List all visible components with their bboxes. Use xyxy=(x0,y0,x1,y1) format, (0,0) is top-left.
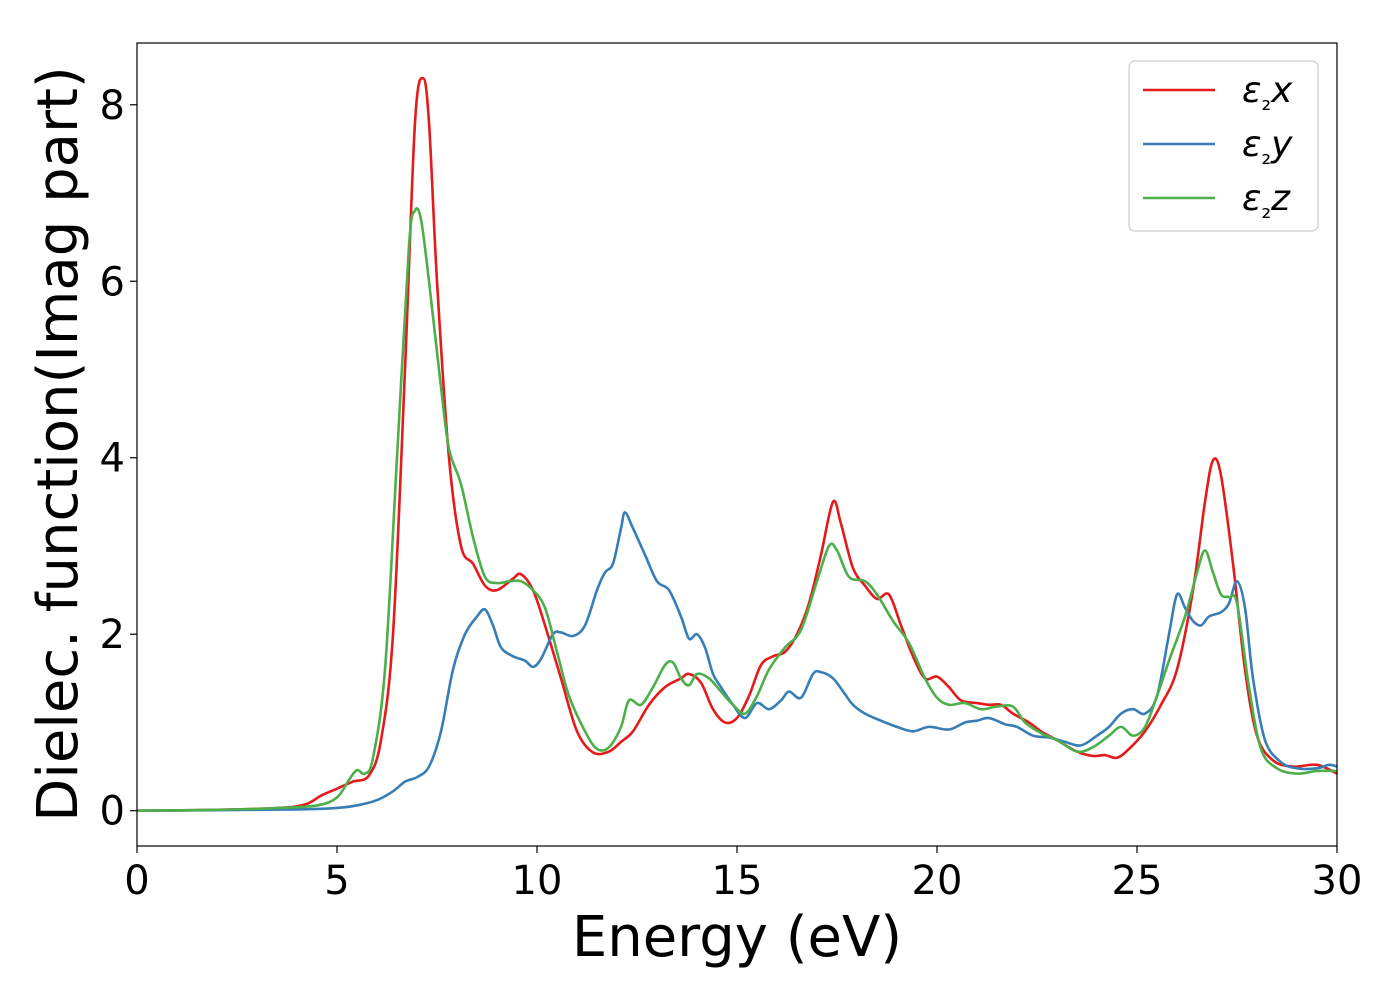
y-tick-label: 2 xyxy=(100,612,125,658)
y-axis-ticks: 0 2 4 6 8 xyxy=(100,83,137,835)
y-tick-label: 8 xyxy=(100,83,125,129)
series-line-1 xyxy=(136,511,1338,812)
legend-box xyxy=(1128,60,1319,232)
y-tick-label: 6 xyxy=(100,259,125,305)
x-tick-label: 25 xyxy=(1112,858,1163,904)
legend-label-1: ε₂y xyxy=(1242,124,1293,170)
series-lines xyxy=(136,76,1338,812)
series-line-0 xyxy=(136,76,1338,812)
legend-label-0: ε₂x xyxy=(1242,70,1293,116)
x-tick-label: 5 xyxy=(324,858,349,904)
x-tick-label: 15 xyxy=(712,858,763,904)
y-tick-label: 0 xyxy=(100,789,125,835)
y-tick-label: 4 xyxy=(100,436,125,482)
series-line-2 xyxy=(136,207,1338,812)
x-tick-label: 10 xyxy=(512,858,563,904)
legend-label-2: ε₂z xyxy=(1242,178,1291,224)
x-tick-label: 20 xyxy=(912,858,963,904)
y-axis-title: Dielec. function(Imag part) xyxy=(26,66,91,822)
x-tick-label: 0 xyxy=(124,858,149,904)
x-axis-ticks: 0 5 10 15 20 25 30 xyxy=(124,846,1362,904)
x-axis-title: Energy (eV) xyxy=(572,905,902,970)
x-tick-label: 30 xyxy=(1312,858,1363,904)
legend: ε₂x ε₂y ε₂z xyxy=(1128,60,1319,232)
